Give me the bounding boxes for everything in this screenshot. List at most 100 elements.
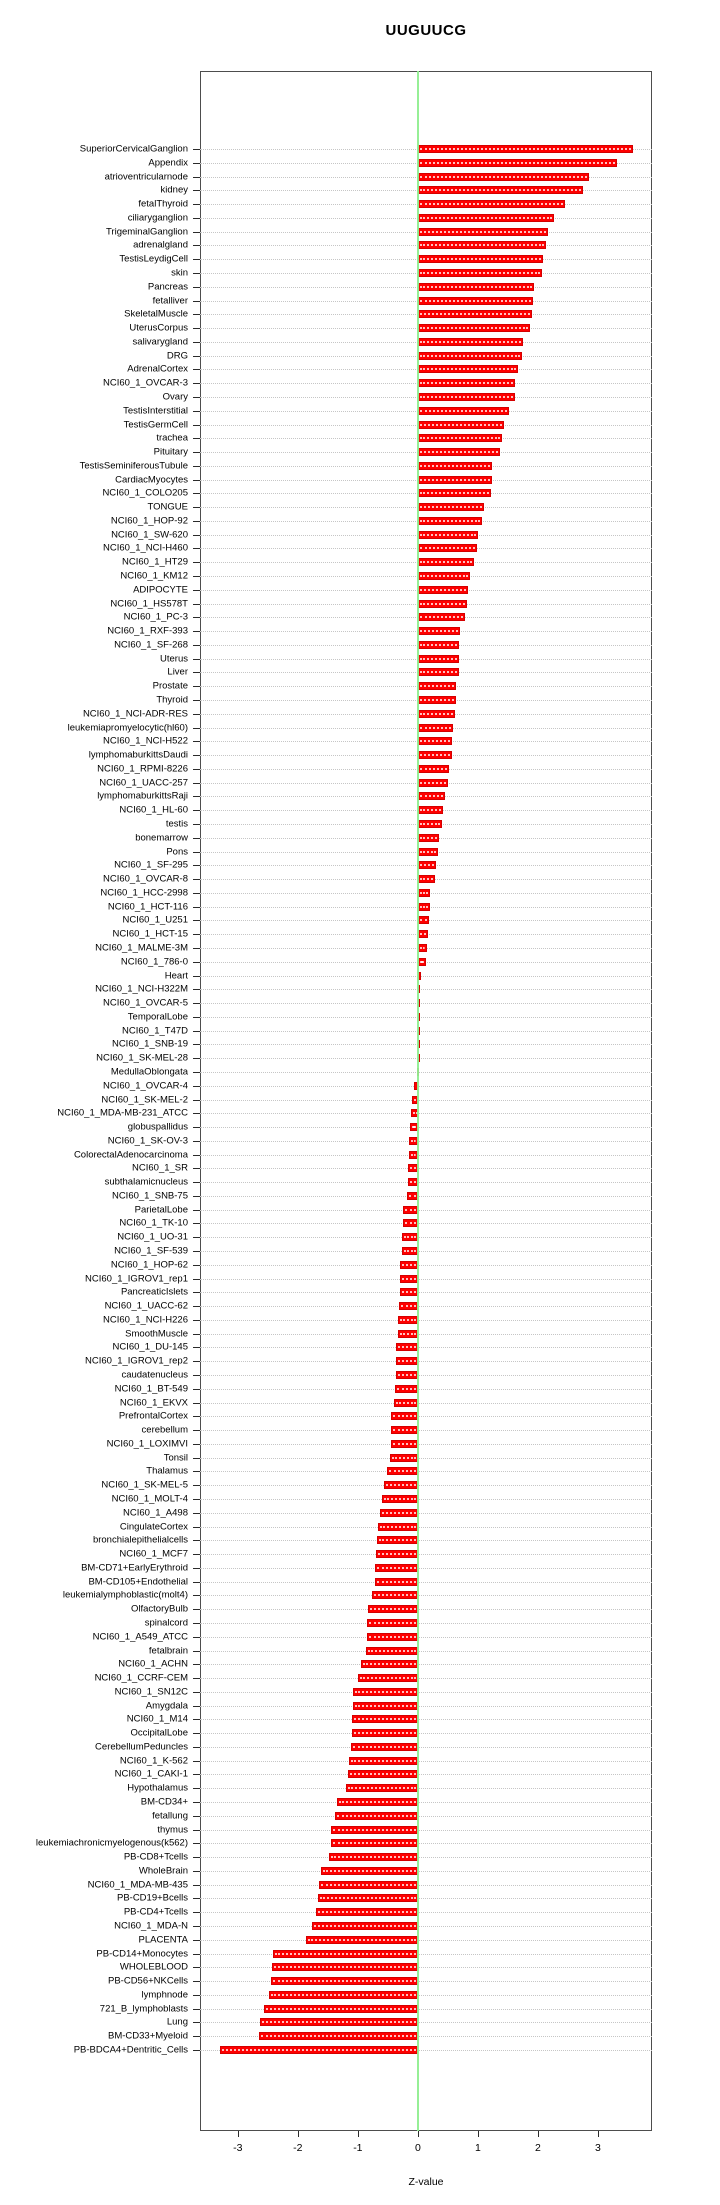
category-label: NCI60_1_SK-MEL-28: [96, 1052, 188, 1064]
category-label: NCI60_1_HT29: [121, 556, 188, 568]
category-label: NCI60_1_CCRF-CEM: [94, 1672, 188, 1684]
bar-hatch: [393, 1429, 416, 1432]
bar: [345, 1784, 418, 1793]
gridline: [200, 1140, 652, 1142]
bar: [417, 544, 477, 553]
category-label: SuperiorCervicalGanglion: [79, 143, 188, 155]
y-tick: [193, 920, 200, 922]
category-label: atrioventricularnode: [104, 171, 188, 183]
bar: [398, 1315, 418, 1324]
bar: [417, 943, 428, 952]
bar-hatch: [419, 148, 631, 150]
y-tick: [193, 1719, 200, 1721]
gridline: [200, 1347, 652, 1349]
y-tick: [193, 989, 200, 991]
y-tick: [193, 1733, 200, 1735]
category-label: Liver: [167, 666, 188, 678]
category-label: trachea: [156, 432, 188, 444]
category-label: leukemialymphoblastic(molt4): [62, 1589, 188, 1601]
gridline: [200, 1182, 652, 1184]
y-tick: [193, 1209, 200, 1211]
bar: [417, 213, 555, 222]
bar: [417, 737, 453, 746]
bar: [417, 420, 504, 429]
bar: [417, 268, 542, 277]
bar-hatch: [409, 1194, 416, 1197]
bar-hatch: [350, 1759, 416, 1762]
category-label: NCI60_1_UO-31: [117, 1231, 188, 1243]
category-label: NCI60_1_TK-10: [119, 1217, 188, 1229]
bar: [417, 572, 471, 581]
bar: [417, 778, 448, 787]
bar: [417, 145, 633, 153]
bar: [380, 1508, 418, 1517]
gridline: [200, 1526, 652, 1528]
y-tick: [193, 1485, 200, 1487]
bar-hatch: [359, 1677, 416, 1680]
y-tick: [193, 741, 200, 743]
y-tick: [193, 658, 200, 660]
y-tick: [193, 1416, 200, 1418]
category-label: NCI60_1_SW-620: [111, 529, 188, 541]
category-label: NCI60_1_SF-295: [114, 859, 188, 871]
bar-hatch: [401, 1277, 416, 1280]
bar-hatch: [419, 313, 530, 316]
y-tick: [193, 1994, 200, 1996]
category-label: BM-CD71+EarlyErythroid: [81, 1562, 188, 1574]
bar: [417, 392, 515, 401]
category-label: Appendix: [148, 157, 188, 169]
bar: [417, 613, 465, 622]
bar: [417, 503, 484, 512]
y-tick: [193, 1319, 200, 1321]
category-label: Ovary: [162, 391, 188, 403]
y-tick: [193, 1554, 200, 1556]
bar-hatch: [409, 1181, 416, 1184]
category-label: cerebellum: [141, 1424, 188, 1436]
gridline: [200, 1361, 652, 1363]
category-label: NCI60_1_OVCAR-3: [102, 377, 188, 389]
y-tick: [193, 355, 200, 357]
y-tick: [193, 1636, 200, 1638]
category-label: PrefrontalCortex: [118, 1410, 188, 1422]
bar: [396, 1343, 418, 1352]
y-tick: [193, 149, 200, 150]
gridline: [200, 1870, 652, 1872]
category-label: Uterus: [160, 653, 188, 665]
y-tick: [193, 369, 200, 371]
category-label: NCI60_1_SR: [132, 1162, 188, 1174]
category-label: NCI60_1_SK-OV-3: [107, 1135, 188, 1147]
bar-hatch: [419, 271, 540, 274]
bar: [417, 585, 468, 594]
y-tick: [193, 1361, 200, 1363]
category-label: NCI60_1_OVCAR-5: [102, 997, 188, 1009]
y-tick: [193, 1388, 200, 1390]
x-tick-label: 2: [535, 2142, 541, 2154]
bar-hatch: [412, 1112, 416, 1115]
bar: [318, 1894, 418, 1903]
bar-hatch: [355, 1690, 416, 1693]
bar-hatch: [419, 340, 521, 343]
bar: [417, 902, 430, 911]
category-label: NCI60_1_MALME-3M: [95, 942, 188, 954]
gridline: [200, 1650, 652, 1652]
category-label: NCI60_1_RPMI-8226: [97, 763, 188, 775]
bar-hatch: [419, 671, 457, 674]
category-label: NCI60_1_HOP-62: [110, 1259, 188, 1271]
bar: [271, 1977, 418, 1986]
gridline: [200, 1678, 652, 1680]
bar-hatch: [419, 754, 450, 757]
bar-hatch: [419, 933, 427, 936]
y-tick: [193, 1898, 200, 1900]
bar-hatch: [273, 1980, 416, 1983]
category-label: SkeletalMuscle: [124, 308, 188, 320]
category-label: PB-CD56+NKCells: [108, 1975, 188, 1987]
bar: [417, 172, 589, 181]
gridline: [200, 1044, 652, 1046]
bar: [353, 1687, 418, 1696]
y-tick: [193, 204, 200, 206]
bar: [396, 1371, 418, 1379]
category-label: Amygdala: [145, 1700, 188, 1712]
bar-hatch: [363, 1663, 416, 1666]
bar-hatch: [370, 1608, 416, 1611]
